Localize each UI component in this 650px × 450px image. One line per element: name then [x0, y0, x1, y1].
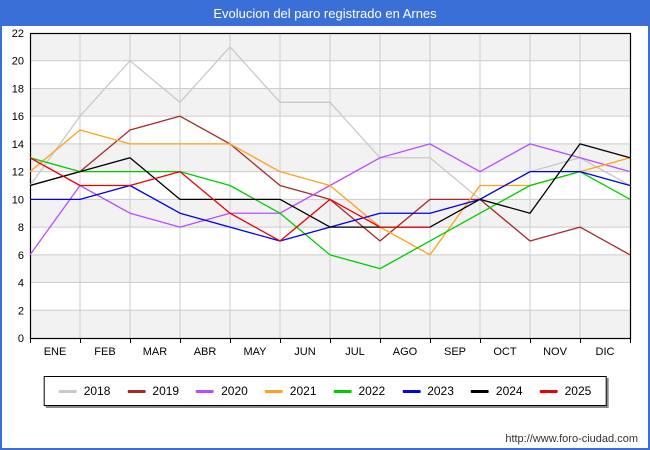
y-axis-label: 10	[12, 194, 24, 206]
x-axis-label: ENE	[44, 346, 67, 358]
y-axis-label: 22	[12, 28, 24, 40]
chart-legend: 2018 2019 2020 2021 2022 2023 2024 2025	[43, 376, 607, 406]
y-axis-label: 2	[18, 305, 24, 317]
legend-item-2023: 2023	[402, 384, 454, 398]
series-line-2025	[29, 157, 430, 242]
legend-label: 2019	[152, 384, 180, 398]
legend-item-2022: 2022	[333, 384, 386, 398]
legend-label: 2021	[289, 384, 317, 398]
legend-label: 2025	[564, 384, 592, 398]
x-axis-label: JUN	[294, 346, 315, 358]
x-axis-label: ABR	[194, 346, 217, 358]
legend-swatch-icon	[402, 389, 421, 393]
legend-label: 2018	[83, 384, 111, 398]
legend-item-2020: 2020	[196, 384, 248, 398]
x-axis-label: NOV	[543, 346, 568, 358]
series-line-2024	[29, 143, 631, 228]
y-axis-label: 4	[18, 278, 24, 290]
x-axis-label: AGO	[393, 346, 418, 358]
x-axis-label: SEP	[444, 346, 466, 358]
series-line-2022	[29, 157, 631, 270]
legend-swatch-icon	[58, 389, 77, 393]
x-axis-label: DIC	[596, 346, 615, 358]
legend-label: 2024	[495, 384, 523, 398]
y-axis-label: 6	[18, 250, 24, 262]
legend-item-2024: 2024	[470, 384, 523, 398]
y-axis-label: 18	[12, 83, 24, 95]
legend-swatch-icon	[470, 389, 489, 393]
source-url: http://www.foro-ciudad.com	[505, 433, 638, 445]
legend-item-2019: 2019	[127, 384, 179, 398]
y-axis-label: 8	[18, 222, 24, 234]
legend-swatch-icon	[539, 389, 558, 393]
legend-item-2018: 2018	[58, 384, 111, 398]
legend-label: 2022	[358, 384, 386, 398]
x-axis-label: JUL	[345, 346, 365, 358]
legend-swatch-icon	[127, 389, 146, 393]
y-axis-label: 14	[12, 139, 24, 151]
chart-title: Evolucion del paro registrado en Arnes	[2, 2, 648, 26]
legend-swatch-icon	[196, 389, 215, 393]
legend-item-2025: 2025	[539, 384, 592, 398]
x-axis-label: OCT	[493, 346, 517, 358]
y-axis-label: 20	[12, 56, 24, 68]
x-axis-label: FEB	[94, 346, 115, 358]
y-axis-label: 0	[18, 333, 24, 345]
x-axis-label: MAY	[243, 346, 267, 358]
y-axis-label: 12	[12, 167, 24, 179]
y-axis-label: 16	[12, 111, 24, 123]
legend-label: 2020	[221, 384, 248, 398]
legend-swatch-icon	[333, 389, 352, 393]
legend-swatch-icon	[264, 389, 283, 393]
legend-label: 2023	[427, 384, 454, 398]
legend-item-2021: 2021	[264, 384, 317, 398]
x-axis-label: MAR	[143, 346, 168, 358]
